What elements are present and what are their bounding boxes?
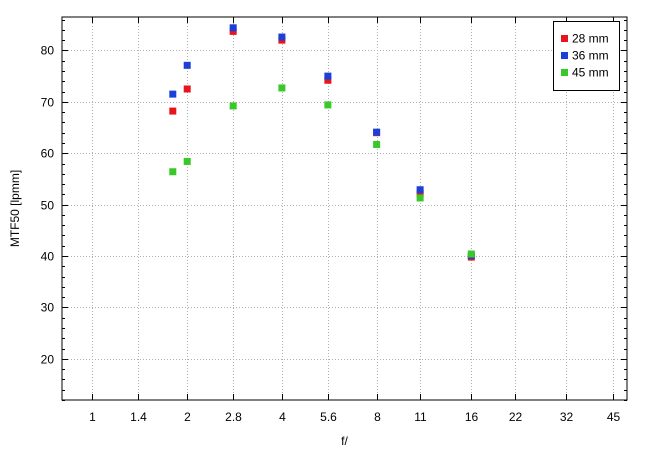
data-point <box>373 140 381 148</box>
data-point <box>416 186 424 194</box>
x-tick-label: 16 <box>465 410 479 424</box>
x-tick-label: 1.4 <box>130 410 147 424</box>
plot-frame <box>61 16 628 401</box>
x-tick-label: 32 <box>560 410 574 424</box>
legend-marker <box>561 52 568 59</box>
data-point <box>169 107 177 115</box>
data-point <box>278 84 286 92</box>
legend-marker <box>561 35 568 42</box>
ticks-layer: 20 30 40 50 60 70 80 1 1.4 2 2.8 4 5.6 8 11 16 22 32 45 <box>41 17 627 424</box>
legend-label: 45 mm <box>572 66 609 80</box>
legend: 28 mm 36 mm 45 mm <box>553 21 620 91</box>
data-point <box>169 90 177 98</box>
y-tick-label: 40 <box>41 250 55 264</box>
x-tick-label: 11 <box>414 410 427 424</box>
y-tick-label: 30 <box>41 301 55 315</box>
data-point <box>416 189 424 197</box>
y-tick-label: 60 <box>41 147 55 161</box>
x-tick-label: 22 <box>509 410 523 424</box>
x-tick-label: 2 <box>184 410 191 424</box>
legend-marker <box>561 69 568 76</box>
x-tick-label: 4 <box>279 410 286 424</box>
y-axis-title: MTF50 [lpmm] <box>8 170 22 247</box>
data-point <box>373 128 381 136</box>
data-point <box>278 33 286 41</box>
x-tick-label: 8 <box>374 410 381 424</box>
data-point <box>183 157 191 165</box>
x-tick-label: 5.6 <box>320 410 337 424</box>
x-tick-label: 45 <box>607 410 621 424</box>
series-2 <box>169 24 475 260</box>
x-tick-label: 1 <box>89 410 96 424</box>
data-point <box>169 168 177 176</box>
data-point <box>183 61 191 69</box>
legend-label: 28 mm <box>572 32 609 46</box>
data-point <box>229 24 237 32</box>
data-point <box>324 72 332 80</box>
data-point <box>324 101 332 109</box>
data-point <box>324 76 332 84</box>
legend-label: 36 mm <box>572 49 609 63</box>
y-tick-label: 50 <box>41 199 55 213</box>
data-point <box>229 27 237 35</box>
data-point <box>229 102 237 110</box>
y-tick-label: 80 <box>41 44 55 58</box>
data-point <box>183 85 191 93</box>
x-tick-label: 2.8 <box>225 410 242 424</box>
series-3 <box>169 84 475 258</box>
points-layer <box>169 24 475 261</box>
x-axis-title: f/ <box>341 434 348 448</box>
y-tick-label: 20 <box>41 353 55 367</box>
data-point <box>467 250 475 258</box>
y-tick-label: 70 <box>41 96 55 110</box>
series-1 <box>169 27 475 261</box>
grid-layer <box>62 17 627 400</box>
data-point <box>416 194 424 202</box>
